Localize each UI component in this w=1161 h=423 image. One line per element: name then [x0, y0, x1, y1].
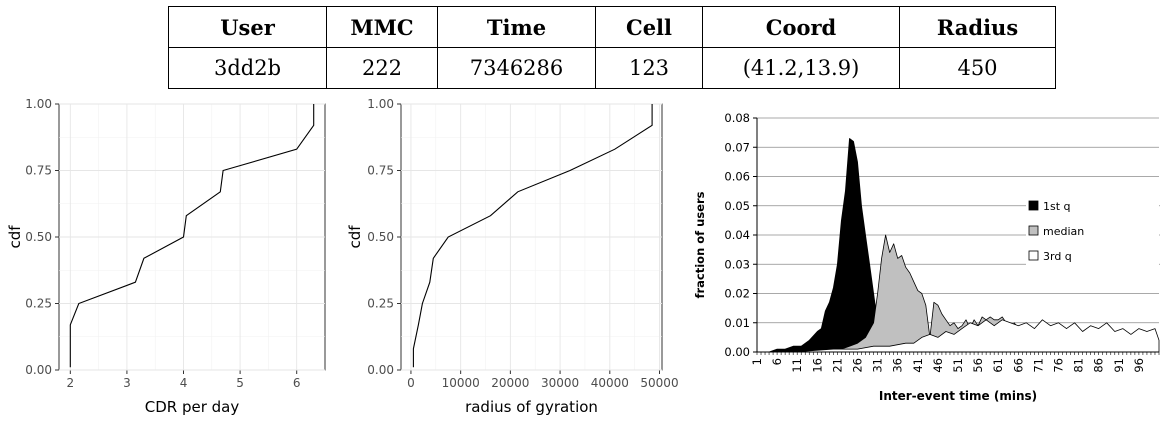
table-header-row: User MMC Time Cell Coord Radius [168, 6, 1056, 48]
radius-of-gyration-cdf-chart: 0 10000 20000 30000 40000 50000 0.00 0.25 0.50 0.… [346, 97, 679, 416]
x-tick-label: 1 [750, 358, 764, 365]
y-axis-title: cdf [6, 225, 24, 249]
cell-mmc: 222 [326, 47, 438, 89]
table-row: 3dd2b 222 7346286 123 (41.2,13.9) 450 [168, 47, 1056, 89]
x-tick-label: 41 [911, 358, 925, 373]
y-axis-title: fraction of users [693, 191, 707, 298]
user-record-table: User MMC Time Cell Coord Radius 3dd2b 22… [168, 6, 1056, 89]
x-tick-label: 20000 [491, 376, 529, 390]
y-tick-label: 0.01 [724, 316, 750, 330]
cell-time: 7346286 [437, 47, 596, 89]
x-tick-label: 5 [236, 376, 244, 390]
header-radius: Radius [899, 6, 1056, 48]
y-tick-label: 0.07 [724, 140, 750, 154]
y-tick-label: 0.50 [25, 230, 52, 244]
header-cell: Cell [595, 6, 703, 48]
area-series-2 [756, 234, 1023, 353]
x-tick-label: 6 [293, 376, 301, 390]
x-tick-label: 76 [1052, 358, 1066, 373]
header-time: Time [437, 6, 596, 48]
header-coord: Coord [702, 6, 900, 48]
y-tick-label: 0.03 [724, 257, 750, 271]
x-tick-label: 66 [1011, 358, 1025, 373]
y-tick-label: 0.08 [724, 111, 750, 125]
x-tick-label: 31 [871, 358, 885, 373]
header-user: User [168, 6, 327, 48]
cell-cell: 123 [595, 47, 703, 89]
y-tick-label: 0.50 [367, 230, 394, 244]
y-tick-label: 1.00 [367, 97, 394, 111]
y-tick-label: 0.00 [724, 345, 750, 359]
cell-coord: (41.2,13.9) [702, 47, 900, 89]
x-tick-label: 21 [830, 358, 844, 373]
x-tick-label: 4 [180, 376, 188, 390]
x-axis-title: radius of gyration [465, 398, 598, 416]
cdf-line [69, 104, 315, 368]
legend-swatch [1028, 250, 1039, 261]
x-tick-label: 6 [770, 358, 784, 365]
y-axis-title: cdf [346, 225, 364, 249]
x-tick-label: 51 [951, 358, 965, 373]
cdr-per-day-cdf-chart: 2 3 4 5 6 0.00 0.25 0.50 0.75 1.00 CDR per day cdf [6, 97, 326, 416]
x-axis-title: CDR per day [145, 398, 240, 416]
x-tick-label: 2 [66, 376, 74, 390]
x-tick-label: 26 [851, 358, 865, 373]
x-tick-label: 81 [1072, 358, 1086, 373]
y-tick-label: 0.75 [367, 164, 394, 178]
x-tick-label: 30000 [541, 376, 579, 390]
x-tick-label: 56 [971, 358, 985, 373]
area-series-3 [756, 319, 1160, 353]
x-tick-label: 0 [407, 376, 415, 390]
x-tick-label: 40000 [591, 376, 629, 390]
x-tick-label: 11 [790, 358, 804, 373]
y-tick-label: 0.02 [724, 287, 750, 301]
legend-label: 3rd q [1043, 250, 1072, 263]
x-tick-label: 71 [1031, 358, 1045, 373]
legend-swatch [1028, 225, 1039, 236]
y-tick-label: 0.00 [25, 363, 52, 377]
x-tick-label: 10000 [442, 376, 480, 390]
x-tick-label: 16 [810, 358, 824, 373]
y-tick-label: 0.04 [724, 228, 750, 242]
cell-user: 3dd2b [168, 47, 327, 89]
x-tick-label: 36 [891, 358, 905, 373]
header-mmc: MMC [326, 6, 438, 48]
x-tick-label: 46 [931, 358, 945, 373]
cdf-line [412, 104, 653, 368]
x-tick-label: 3 [123, 376, 131, 390]
y-tick-label: 0.00 [367, 363, 394, 377]
legend-label: 1st q [1043, 200, 1071, 213]
area-series-1 [756, 138, 886, 353]
x-tick-label: 96 [1132, 358, 1146, 373]
cell-radius: 450 [899, 47, 1056, 89]
x-tick-label: 50000 [640, 376, 678, 390]
y-tick-label: 0.75 [25, 164, 52, 178]
x-tick-label: 61 [991, 358, 1005, 373]
y-tick-label: 0.06 [724, 170, 750, 184]
x-tick-label: 91 [1112, 358, 1126, 373]
legend-swatch [1028, 200, 1039, 211]
x-tick-label: 86 [1092, 358, 1106, 373]
y-tick-label: 0.05 [724, 199, 750, 213]
y-tick-label: 1.00 [25, 97, 52, 111]
y-tick-label: 0.25 [25, 297, 52, 311]
legend-label: median [1043, 225, 1084, 238]
y-tick-label: 0.25 [367, 297, 394, 311]
x-axis-title: Inter-event time (mins) [879, 389, 1037, 403]
inter-event-time-area-chart: 0.000.010.020.030.040.050.060.070.081 6 11… [693, 111, 1160, 403]
